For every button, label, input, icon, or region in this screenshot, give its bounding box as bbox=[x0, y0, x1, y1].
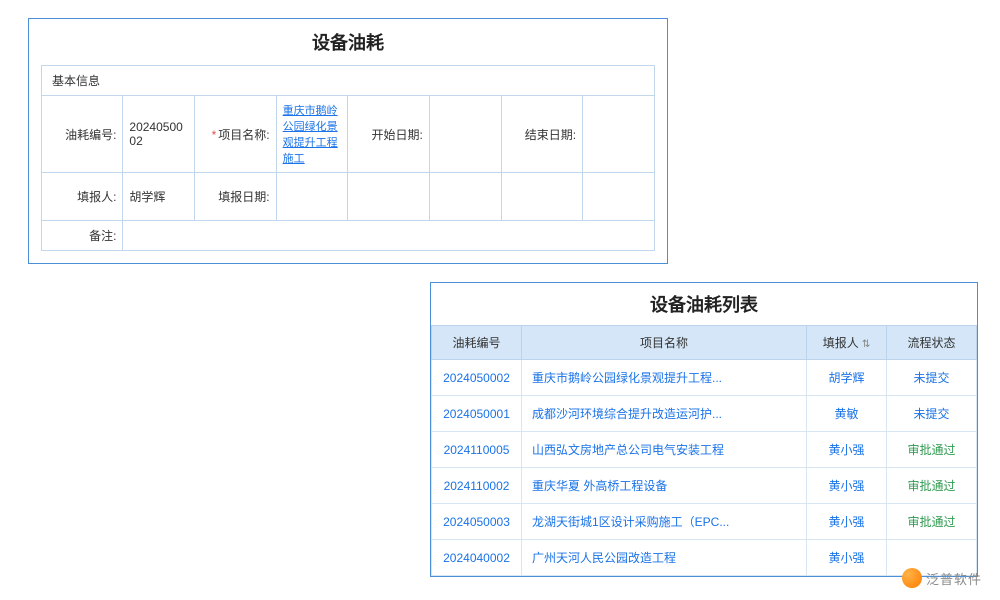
cell-fuel-id[interactable]: 2024110002 bbox=[432, 468, 522, 504]
list-title: 设备油耗列表 bbox=[431, 283, 977, 325]
empty-cell-1 bbox=[348, 173, 429, 221]
table-row[interactable]: 2024040002广州天河人民公园改造工程黄小强 bbox=[432, 540, 977, 576]
cell-project[interactable]: 成都沙河环境综合提升改造运河护... bbox=[522, 396, 807, 432]
table-row[interactable]: 2024110005山西弘文房地产总公司电气安装工程黄小强审批通过 bbox=[432, 432, 977, 468]
value-end-date[interactable] bbox=[583, 96, 655, 173]
label-end-date: 结束日期: bbox=[501, 96, 582, 173]
cell-project[interactable]: 重庆华夏 外高桥工程设备 bbox=[522, 468, 807, 504]
label-remark: 备注: bbox=[42, 221, 123, 251]
empty-cell-4 bbox=[583, 173, 655, 221]
cell-status: 未提交 bbox=[887, 396, 977, 432]
cell-reporter[interactable]: 黄小强 bbox=[807, 468, 887, 504]
cell-reporter[interactable]: 黄小强 bbox=[807, 504, 887, 540]
cell-reporter[interactable]: 胡学辉 bbox=[807, 360, 887, 396]
cell-fuel-id[interactable]: 2024050001 bbox=[432, 396, 522, 432]
table-row[interactable]: 2024050001成都沙河环境综合提升改造运河护...黄敏未提交 bbox=[432, 396, 977, 432]
cell-fuel-id[interactable]: 2024050003 bbox=[432, 504, 522, 540]
form-title: 设备油耗 bbox=[29, 19, 667, 65]
fuel-form-panel: 设备油耗 基本信息 油耗编号: 2024050002 *项目名称: 重庆市鹅岭公… bbox=[28, 18, 668, 264]
cell-project[interactable]: 龙湖天街城1区设计采购施工（EPC... bbox=[522, 504, 807, 540]
cell-reporter[interactable]: 黄小强 bbox=[807, 432, 887, 468]
value-reporter[interactable]: 胡学辉 bbox=[123, 173, 195, 221]
cell-status: 审批通过 bbox=[887, 468, 977, 504]
label-project-text: 项目名称: bbox=[218, 128, 269, 142]
required-star-icon: * bbox=[212, 128, 217, 142]
list-table: 油耗编号 项目名称 填报人⇅ 流程状态 2024050002重庆市鹅岭公园绿化景… bbox=[431, 325, 977, 576]
value-start-date[interactable] bbox=[429, 96, 501, 173]
label-report-date: 填报日期: bbox=[195, 173, 276, 221]
form-table: 油耗编号: 2024050002 *项目名称: 重庆市鹅岭公园绿化景观提升工程施… bbox=[41, 95, 655, 251]
cell-status: 审批通过 bbox=[887, 504, 977, 540]
cell-reporter[interactable]: 黄敏 bbox=[807, 396, 887, 432]
col-header-project[interactable]: 项目名称 bbox=[522, 326, 807, 360]
label-reporter: 填报人: bbox=[42, 173, 123, 221]
label-start-date: 开始日期: bbox=[348, 96, 429, 173]
value-project[interactable]: 重庆市鹅岭公园绿化景观提升工程施工 bbox=[276, 96, 348, 173]
empty-cell-3 bbox=[501, 173, 582, 221]
list-header-row: 油耗编号 项目名称 填报人⇅ 流程状态 bbox=[432, 326, 977, 360]
value-fuel-id[interactable]: 2024050002 bbox=[123, 96, 195, 173]
table-row[interactable]: 2024110002重庆华夏 外高桥工程设备黄小强审批通过 bbox=[432, 468, 977, 504]
col-header-status[interactable]: 流程状态 bbox=[887, 326, 977, 360]
table-row[interactable]: 2024050002重庆市鹅岭公园绿化景观提升工程...胡学辉未提交 bbox=[432, 360, 977, 396]
empty-cell-2 bbox=[429, 173, 501, 221]
form-row-2: 填报人: 胡学辉 填报日期: bbox=[42, 173, 655, 221]
watermark-logo-icon bbox=[902, 568, 922, 588]
col-header-reporter-text: 填报人 bbox=[823, 336, 859, 350]
cell-project[interactable]: 山西弘文房地产总公司电气安装工程 bbox=[522, 432, 807, 468]
form-inner: 基本信息 油耗编号: 2024050002 *项目名称: 重庆市鹅岭公园绿化景观… bbox=[41, 65, 655, 251]
label-fuel-id: 油耗编号: bbox=[42, 96, 123, 173]
cell-project[interactable]: 广州天河人民公园改造工程 bbox=[522, 540, 807, 576]
value-report-date[interactable] bbox=[276, 173, 348, 221]
form-row-1: 油耗编号: 2024050002 *项目名称: 重庆市鹅岭公园绿化景观提升工程施… bbox=[42, 96, 655, 173]
cell-fuel-id[interactable]: 2024050002 bbox=[432, 360, 522, 396]
col-header-id[interactable]: 油耗编号 bbox=[432, 326, 522, 360]
watermark: 泛普软件 bbox=[902, 568, 982, 588]
cell-fuel-id[interactable]: 2024040002 bbox=[432, 540, 522, 576]
cell-project[interactable]: 重庆市鹅岭公园绿化景观提升工程... bbox=[522, 360, 807, 396]
sort-icon[interactable]: ⇅ bbox=[862, 339, 870, 350]
watermark-text: 泛普软件 bbox=[926, 569, 982, 588]
col-header-reporter[interactable]: 填报人⇅ bbox=[807, 326, 887, 360]
project-link[interactable]: 重庆市鹅岭公园绿化景观提升工程施工 bbox=[283, 105, 338, 165]
cell-status: 未提交 bbox=[887, 360, 977, 396]
fuel-list-panel: 设备油耗列表 油耗编号 项目名称 填报人⇅ 流程状态 2024050002重庆市… bbox=[430, 282, 978, 577]
cell-fuel-id[interactable]: 2024110005 bbox=[432, 432, 522, 468]
cell-reporter[interactable]: 黄小强 bbox=[807, 540, 887, 576]
label-project: *项目名称: bbox=[195, 96, 276, 173]
form-row-remark: 备注: bbox=[42, 221, 655, 251]
section-basic-info: 基本信息 bbox=[41, 65, 655, 95]
value-remark[interactable] bbox=[123, 221, 655, 251]
cell-status: 审批通过 bbox=[887, 432, 977, 468]
table-row[interactable]: 2024050003龙湖天街城1区设计采购施工（EPC...黄小强审批通过 bbox=[432, 504, 977, 540]
list-body: 2024050002重庆市鹅岭公园绿化景观提升工程...胡学辉未提交202405… bbox=[432, 360, 977, 576]
